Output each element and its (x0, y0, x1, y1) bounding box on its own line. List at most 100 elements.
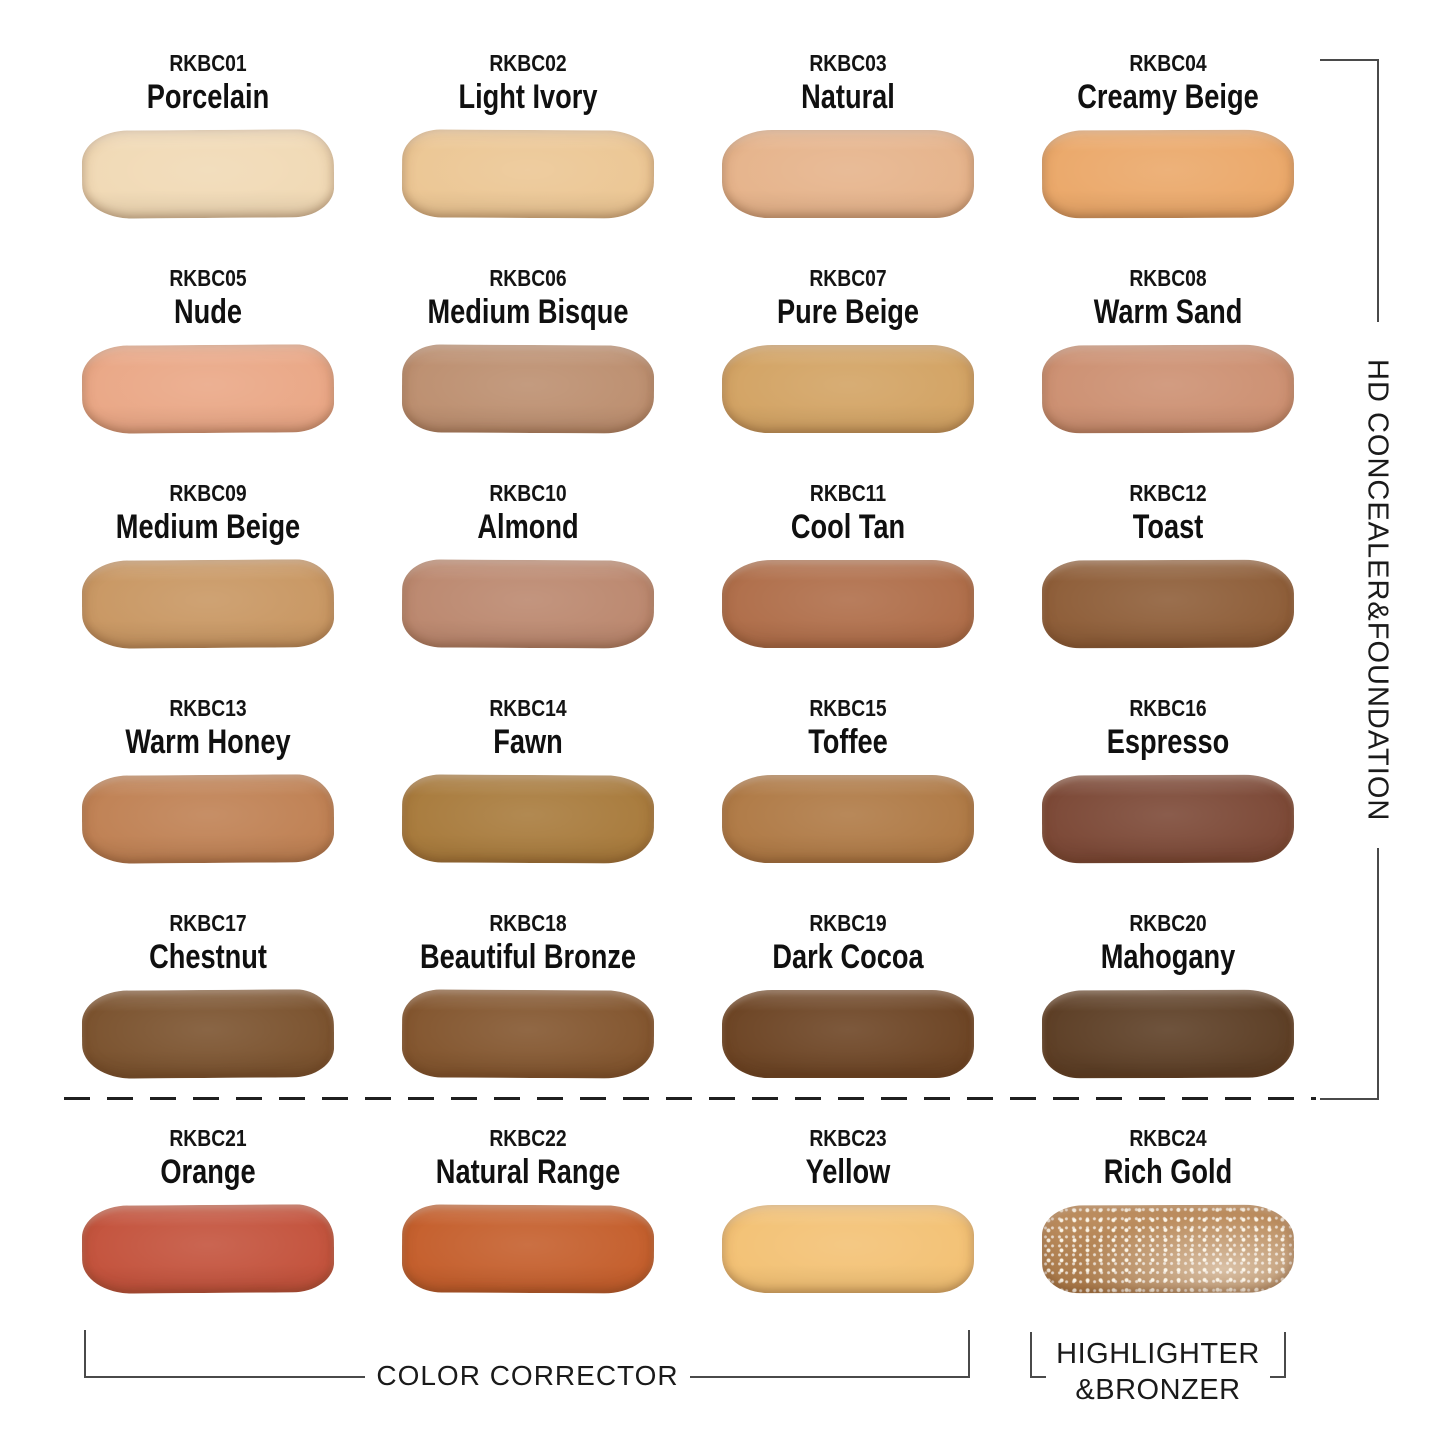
paint-swatch (401, 559, 655, 649)
swatch-name: Cool Tan (790, 508, 906, 546)
swatch-cell: RKBC09 Medium Beige (48, 480, 368, 695)
swatch-cell: RKBC02 Light Ivory (368, 50, 688, 265)
swatch-cell: RKBC04 Creamy Beige (1008, 50, 1328, 265)
color-corrector-bracket-right-tick (968, 1330, 970, 1378)
paint-swatch (1041, 129, 1295, 219)
swatch-code: RKBC05 (169, 265, 247, 291)
swatch-cell: RKBC19 Dark Cocoa (688, 910, 1008, 1125)
swatch-name: Medium Beige (115, 508, 301, 546)
swatch-cell: RKBC24 Rich Gold (1008, 1125, 1328, 1340)
swatch-cell: RKBC18 Beautiful Bronze (368, 910, 688, 1125)
paint-swatch (81, 774, 335, 864)
swatch-code: RKBC07 (809, 265, 887, 291)
color-corrector-bracket-right-line (690, 1376, 970, 1378)
swatch-cell: RKBC08 Warm Sand (1008, 265, 1328, 480)
swatch-code: RKBC16 (1129, 695, 1207, 721)
paint-swatch (81, 129, 335, 219)
highlighter-bronzer-label: HIGHLIGHTER &BRONZER (1028, 1336, 1288, 1408)
paint-swatch (722, 130, 974, 218)
color-corrector-bracket-left-tick (84, 1330, 86, 1378)
swatch-code: RKBC09 (169, 480, 247, 506)
right-bracket-bottom-tick (1320, 1098, 1379, 1100)
swatch-code: RKBC20 (1129, 910, 1207, 936)
swatch-cell: RKBC21 Orange (48, 1125, 368, 1340)
color-corrector-label: COLOR CORRECTOR (376, 1360, 679, 1391)
paint-swatch (722, 1205, 974, 1293)
swatch-name: Beautiful Bronze (419, 938, 637, 976)
swatch-cell: RKBC16 Espresso (1008, 695, 1328, 910)
highlighter-bracket-left-vertical (1030, 1332, 1032, 1378)
swatch-name: Natural (801, 78, 895, 116)
right-bracket-line-top (1377, 59, 1379, 322)
paint-swatch (401, 129, 655, 219)
paint-swatch (401, 774, 655, 864)
highlighter-bracket-right-vertical (1284, 1332, 1286, 1378)
swatch-grid-bottom: RKBC21 Orange RKBC22 Natural Range RKBC2… (48, 1125, 1328, 1340)
swatch-code: RKBC10 (489, 480, 567, 506)
paint-swatch (401, 344, 655, 434)
paint-swatch (1041, 774, 1295, 864)
hd-concealer-foundation-label: HD CONCEALER&FOUNDATION (1361, 358, 1394, 822)
swatch-name: Toffee (808, 723, 888, 761)
swatch-cell: RKBC15 Toffee (688, 695, 1008, 910)
swatch-name: Chestnut (149, 938, 267, 976)
swatch-code: RKBC01 (169, 50, 247, 76)
swatch-code: RKBC04 (1129, 50, 1207, 76)
paint-swatch (81, 1204, 335, 1294)
swatch-cell: RKBC22 Natural Range (368, 1125, 688, 1340)
swatch-name: Yellow (805, 1153, 891, 1191)
paint-swatch (81, 559, 335, 649)
swatch-name: Warm Sand (1093, 293, 1243, 331)
paint-swatch (1041, 1204, 1295, 1294)
swatch-name: Mahogany (1100, 938, 1236, 976)
paint-swatch (81, 344, 335, 434)
swatch-name: Pure Beige (776, 293, 920, 331)
swatch-code: RKBC14 (489, 695, 567, 721)
swatch-name: Toast (1132, 508, 1204, 546)
swatch-cell: RKBC07 Pure Beige (688, 265, 1008, 480)
color-corrector-bracket-left-line (84, 1376, 365, 1378)
swatch-name: Dark Cocoa (772, 938, 924, 976)
swatch-cell: RKBC05 Nude (48, 265, 368, 480)
swatch-code: RKBC19 (809, 910, 887, 936)
swatch-cell: RKBC13 Warm Honey (48, 695, 368, 910)
swatch-name: Creamy Beige (1077, 78, 1259, 116)
paint-swatch (401, 1204, 655, 1294)
swatch-code: RKBC24 (1129, 1125, 1207, 1151)
paint-swatch (1041, 344, 1295, 434)
swatch-name: Warm Honey (125, 723, 291, 761)
swatch-code: RKBC12 (1129, 480, 1207, 506)
swatch-code: RKBC17 (169, 910, 247, 936)
paint-swatch (1041, 989, 1295, 1079)
swatch-cell: RKBC14 Fawn (368, 695, 688, 910)
dashed-separator (64, 1097, 1316, 1100)
swatch-cell: RKBC11 Cool Tan (688, 480, 1008, 695)
paint-swatch (1041, 559, 1295, 649)
swatch-code: RKBC18 (489, 910, 567, 936)
swatch-cell: RKBC17 Chestnut (48, 910, 368, 1125)
swatch-code: RKBC08 (1129, 265, 1207, 291)
paint-swatch (401, 989, 655, 1079)
swatch-code: RKBC15 (809, 695, 887, 721)
swatch-cell: RKBC10 Almond (368, 480, 688, 695)
swatch-name: Orange (160, 1153, 256, 1191)
swatch-name: Almond (477, 508, 579, 546)
swatch-code: RKBC23 (809, 1125, 887, 1151)
highlighter-bronzer-line1: HIGHLIGHTER (1056, 1338, 1260, 1370)
swatch-code: RKBC02 (489, 50, 567, 76)
paint-swatch (722, 990, 974, 1078)
swatch-name: Rich Gold (1103, 1153, 1233, 1191)
swatch-cell: RKBC01 Porcelain (48, 50, 368, 265)
highlighter-bronzer-line2: &BRONZER (1075, 1374, 1241, 1406)
paint-swatch (81, 989, 335, 1079)
swatch-code: RKBC13 (169, 695, 247, 721)
swatch-cell: RKBC20 Mahogany (1008, 910, 1328, 1125)
swatch-name: Nude (174, 293, 242, 331)
swatch-cell: RKBC23 Yellow (688, 1125, 1008, 1340)
swatch-code: RKBC21 (169, 1125, 247, 1151)
swatch-name: Espresso (1106, 723, 1230, 761)
swatch-name: Fawn (493, 723, 563, 761)
swatch-name: Porcelain (146, 78, 270, 116)
swatch-name: Medium Bisque (427, 293, 629, 331)
swatch-grid-main: RKBC01 Porcelain RKBC02 Light Ivory RKBC… (48, 50, 1328, 1125)
